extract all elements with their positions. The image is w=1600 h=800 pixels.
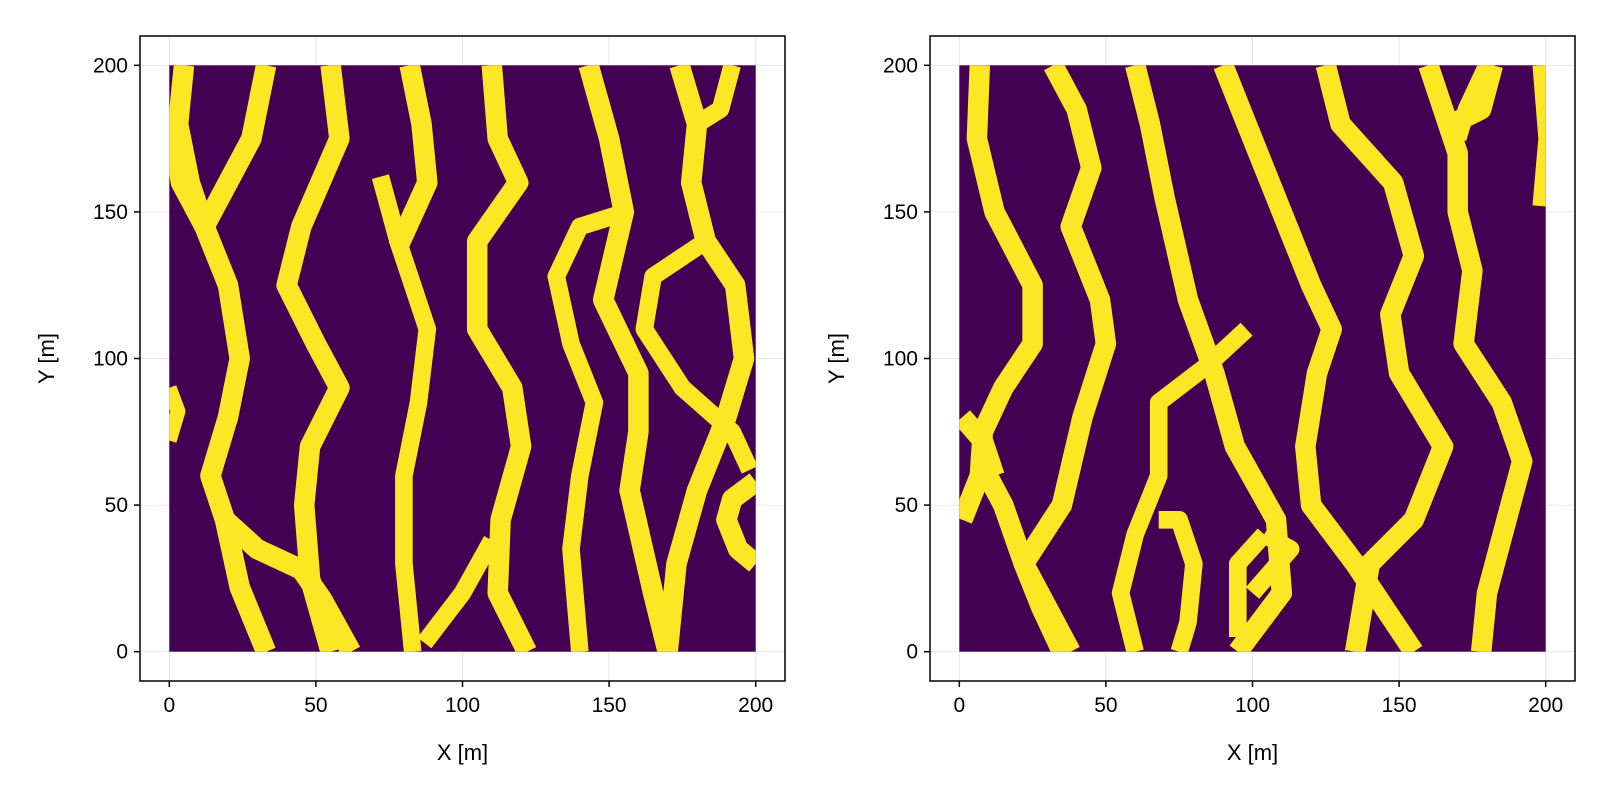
right-xtick-label: 150 xyxy=(1382,694,1417,717)
left-ylabel: Y [m] xyxy=(34,333,59,384)
left-channel xyxy=(417,536,500,649)
left-channel xyxy=(195,65,277,232)
left-ytick-label: 50 xyxy=(105,494,128,517)
left-channel xyxy=(466,65,537,652)
left-xtick-label: 0 xyxy=(163,694,175,717)
left-xtick-label: 200 xyxy=(738,694,773,717)
left-ytick-label: 100 xyxy=(93,348,128,371)
right-ytick-label: 200 xyxy=(883,54,918,77)
left-xtick-label: 100 xyxy=(445,694,480,717)
right-xtick-label: 200 xyxy=(1528,694,1563,717)
right-ytick-label: 150 xyxy=(883,201,918,224)
left-xtick-label: 50 xyxy=(304,694,327,717)
left-channel xyxy=(169,385,186,443)
right-channel xyxy=(1013,65,1117,652)
left-channel xyxy=(547,203,630,652)
left-channel xyxy=(635,233,756,474)
right-channel xyxy=(959,410,1005,480)
right-xtick-label: 0 xyxy=(953,694,965,717)
right-channel xyxy=(1447,65,1503,134)
left-channel xyxy=(276,65,350,652)
right-channels xyxy=(959,65,1546,652)
right-channel xyxy=(1229,528,1271,637)
left-ytick-label: 200 xyxy=(93,54,128,77)
left-heatmap xyxy=(169,65,756,652)
right-ytick-label: 0 xyxy=(906,641,918,664)
left-ticks: 0 50 100 150 200 0 50 100 150 200 xyxy=(93,54,773,717)
left-channel xyxy=(716,473,756,572)
right-ylabel: Y [m] xyxy=(824,333,849,384)
right-channel xyxy=(1158,510,1203,652)
left-xlabel: X [m] xyxy=(437,740,488,765)
right-channel xyxy=(1245,526,1300,599)
right-channel xyxy=(1532,65,1546,207)
right-plot: 0 50 100 150 200 0 50 100 150 200 X [m] Y [m] xyxy=(824,35,1576,765)
right-ticks: 0 50 100 150 200 0 50 100 150 200 xyxy=(883,54,1563,717)
left-plot: 0 50 100 150 200 0 50 100 150 200 X [m] Y [m] xyxy=(34,35,786,765)
right-channel xyxy=(1315,65,1454,652)
right-xtick-label: 100 xyxy=(1235,694,1270,717)
left-channel xyxy=(388,65,438,252)
left-channel xyxy=(371,174,437,652)
right-channel xyxy=(1418,65,1533,652)
left-channel xyxy=(169,128,214,232)
left-channel xyxy=(578,65,678,652)
right-xlabel: X [m] xyxy=(1227,740,1278,765)
left-xtick-label: 150 xyxy=(592,694,627,717)
right-heatmap xyxy=(959,65,1546,652)
left-ytick-label: 0 xyxy=(116,641,128,664)
right-channel xyxy=(1111,322,1253,652)
left-ytick-label: 150 xyxy=(93,201,128,224)
right-xtick-label: 50 xyxy=(1094,694,1117,717)
left-channels xyxy=(169,65,756,652)
left-channel xyxy=(692,65,741,132)
right-ytick-label: 50 xyxy=(895,494,918,517)
left-channel xyxy=(657,65,755,652)
right-ytick-label: 100 xyxy=(883,348,918,371)
